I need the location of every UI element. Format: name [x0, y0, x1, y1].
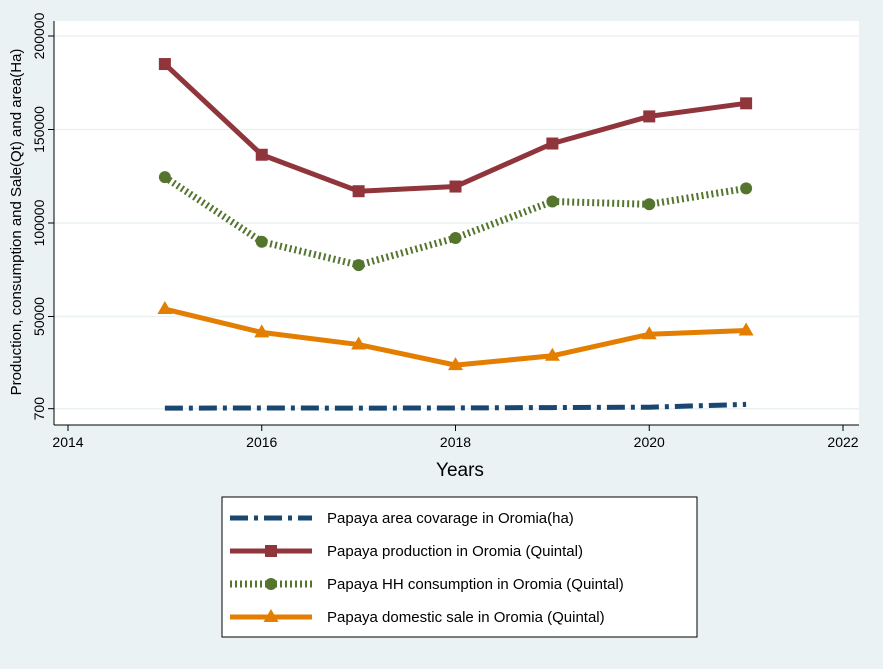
series-1 — [164, 401, 747, 411]
legend: Papaya area covarage in Oromia(ha) Papaya… — [221, 496, 698, 638]
x-tick-label: 2022 — [827, 434, 858, 450]
legend-item: Papaya area covarage in Oromia(ha) — [230, 510, 574, 527]
x-tick-label: 2018 — [440, 434, 471, 450]
data-point — [544, 347, 560, 361]
y-tick-label: 100000 — [31, 199, 47, 246]
series-group — [157, 58, 754, 411]
data-point — [641, 326, 657, 340]
data-point — [254, 324, 270, 338]
legend-item: Papaya production in Oromia (Quintal) — [230, 543, 583, 560]
data-point — [738, 322, 754, 336]
data-point — [546, 195, 559, 208]
legend-label: Papaya production in Oromia (Quintal) — [327, 543, 583, 560]
series-2 — [158, 58, 753, 198]
data-point — [352, 259, 365, 272]
legend-label: Papaya domestic sale in Oromia (Quintal) — [327, 609, 605, 626]
data-point — [546, 137, 559, 150]
legend-item: Papaya HH consumption in Oromia (Quintal… — [230, 576, 624, 593]
data-point — [157, 301, 173, 315]
data-point — [352, 185, 365, 198]
data-point — [158, 58, 171, 71]
data-point — [740, 97, 753, 110]
gridlines — [54, 35, 859, 410]
x-axis-title: Years — [436, 460, 484, 481]
x-tick-label: 2020 — [634, 434, 665, 450]
x-tick-label: 2016 — [246, 434, 277, 450]
legend-label: Papaya HH consumption in Oromia (Quintal… — [327, 576, 624, 593]
data-point — [255, 148, 268, 161]
legend-marker — [263, 609, 279, 622]
data-point — [351, 336, 367, 350]
y-axis-ticks: 700 50000 100000 150000 200000 — [31, 12, 54, 420]
series-4 — [157, 301, 754, 371]
legend-marker — [265, 578, 277, 590]
legend-label: Papaya area covarage in Oromia(ha) — [327, 510, 574, 527]
y-axis-title: Production, consumption and Sale(Qt) and… — [8, 49, 25, 396]
data-point — [643, 198, 656, 211]
data-point — [740, 182, 753, 195]
y-tick-label: 200000 — [31, 12, 47, 59]
y-tick-label: 50000 — [31, 297, 47, 336]
x-tick-label: 2014 — [52, 434, 83, 450]
x-axis-ticks: 2014 2016 2018 2020 2022 — [52, 425, 859, 450]
legend-marker — [265, 545, 277, 557]
legend-item: Papaya domestic sale in Oromia (Quintal) — [230, 609, 605, 626]
data-point — [643, 110, 656, 123]
data-point — [158, 171, 171, 184]
y-tick-label: 150000 — [31, 106, 47, 153]
series-line — [164, 401, 747, 411]
data-point — [255, 235, 268, 248]
data-point — [449, 231, 462, 244]
data-point — [449, 180, 462, 193]
data-point — [448, 357, 463, 371]
y-tick-label: 700 — [31, 397, 47, 421]
series-3 — [158, 171, 753, 272]
